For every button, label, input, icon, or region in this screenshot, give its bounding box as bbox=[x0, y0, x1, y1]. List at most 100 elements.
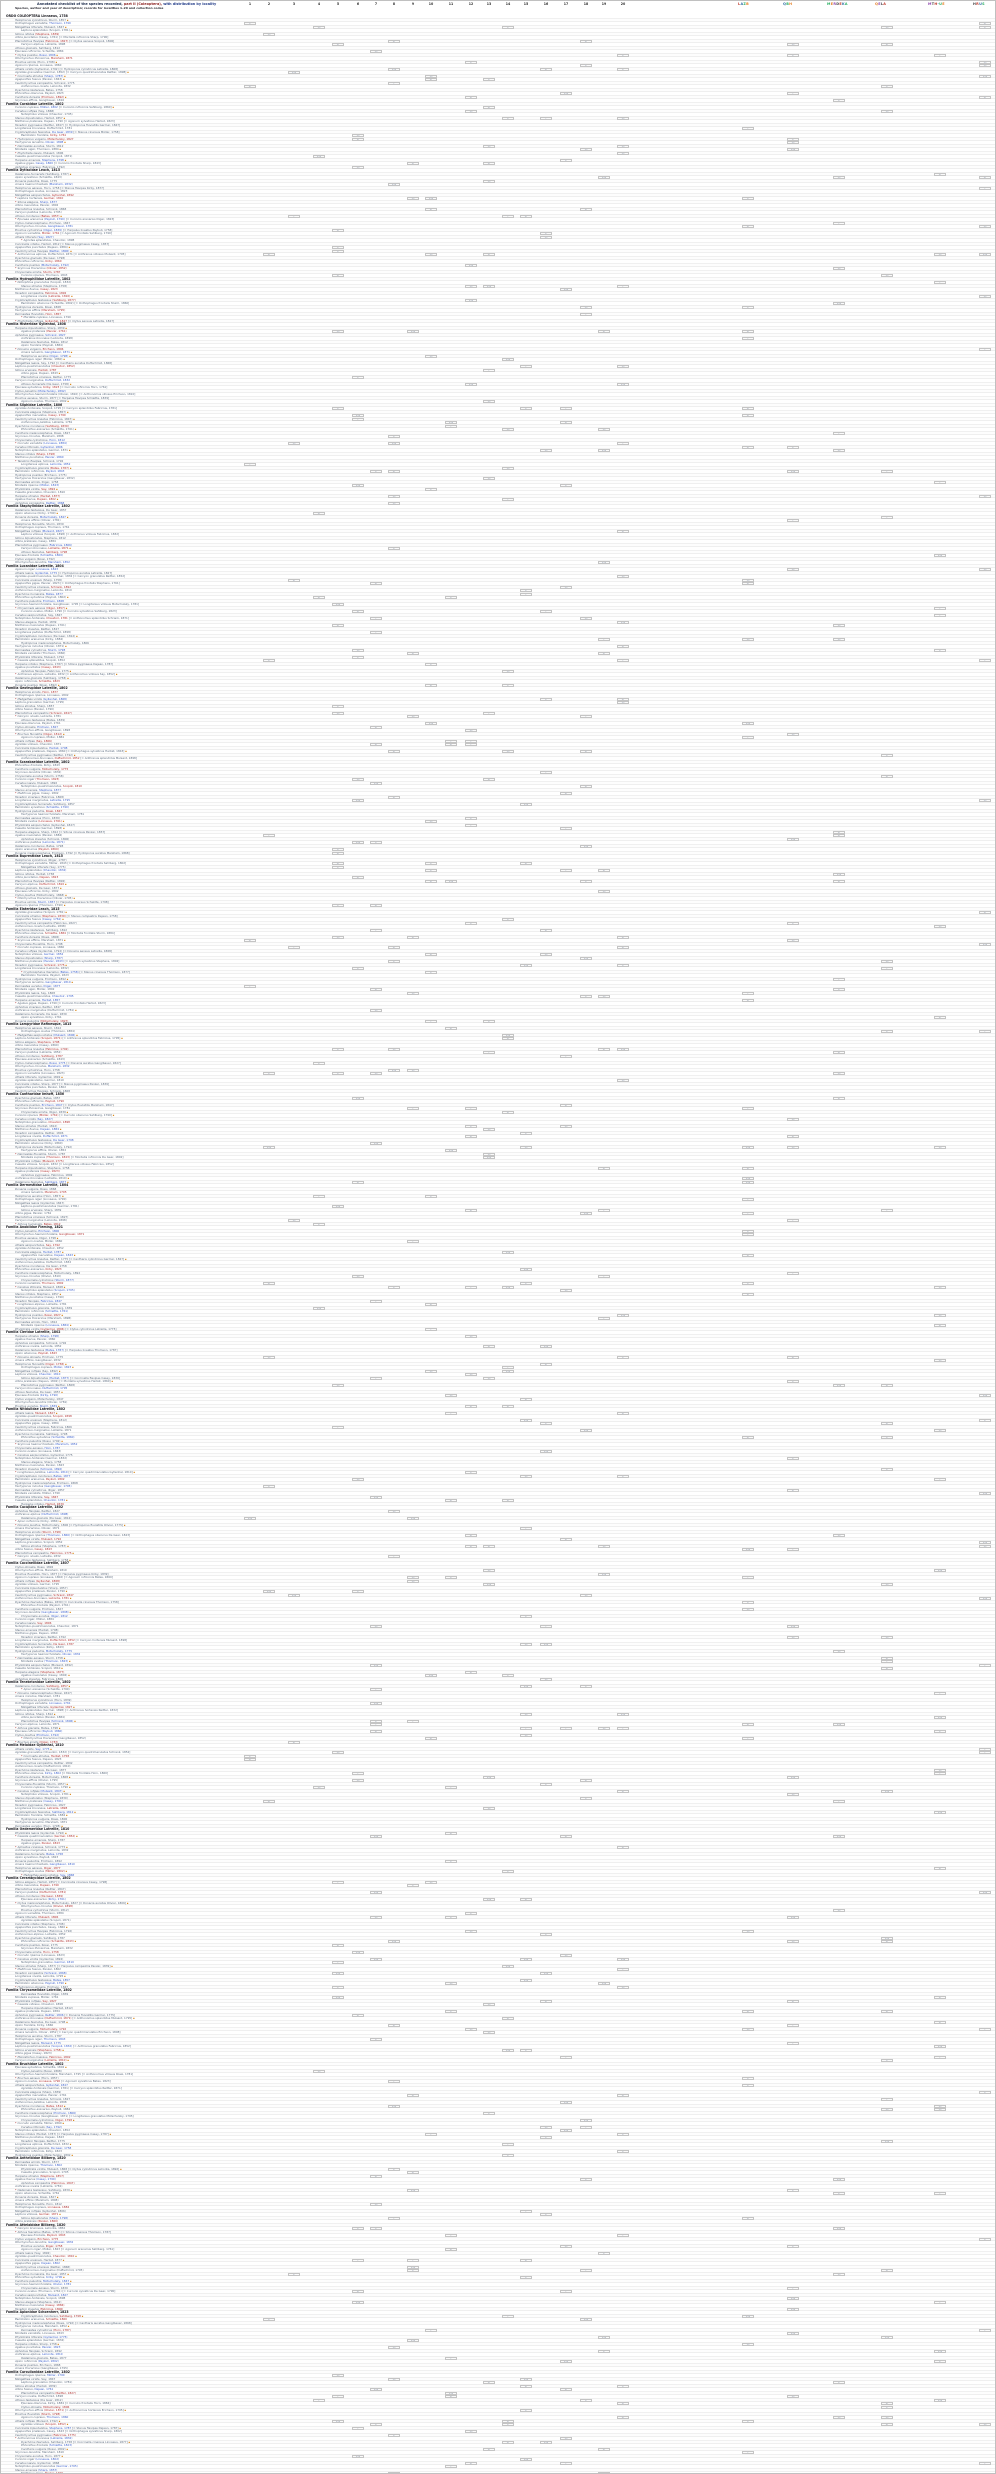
cell-value-chip[interactable]: 17 bbox=[540, 67, 552, 71]
cell-value-chip[interactable]: 35 bbox=[407, 197, 419, 201]
cell-value-chip[interactable]: 35 bbox=[425, 820, 437, 824]
cell-value-chip[interactable]: 17 bbox=[425, 78, 437, 82]
link-mark[interactable]: ▪ bbox=[62, 827, 65, 830]
cell-value-chip[interactable]: 2 bbox=[332, 904, 344, 908]
cell-value-chip[interactable]: 17 bbox=[370, 743, 382, 747]
cell-value-chip[interactable]: 35 bbox=[979, 568, 991, 572]
cell-value-chip[interactable]: 7 bbox=[742, 991, 754, 995]
link-mark[interactable]: ▪ bbox=[74, 1009, 77, 1012]
cell-value-chip[interactable]: 35 bbox=[332, 935, 344, 939]
link-mark[interactable]: ▪ bbox=[64, 25, 67, 29]
cell-value-chip[interactable]: 35 bbox=[483, 144, 495, 148]
cell-value-chip[interactable]: 17 bbox=[425, 953, 437, 957]
cell-value-chip[interactable]: 132 bbox=[370, 781, 382, 785]
link-mark[interactable]: ▪ bbox=[55, 498, 59, 501]
link-mark[interactable]: ▪ bbox=[114, 673, 118, 676]
cell-value-chip[interactable]: 132 bbox=[580, 956, 592, 960]
cell-value-chip[interactable]: 2 bbox=[833, 988, 845, 992]
cell-value-chip[interactable]: 17 bbox=[388, 946, 400, 950]
cell-value-chip[interactable]: 132 bbox=[598, 176, 610, 180]
cell-value-chip[interactable]: 35 bbox=[540, 235, 552, 239]
cell-value-chip[interactable]: 17 bbox=[244, 85, 256, 89]
cell-value-chip[interactable]: 2 bbox=[502, 918, 514, 922]
cell-value-chip[interactable]: 132 bbox=[617, 382, 629, 386]
cell-value-chip[interactable]: 7 bbox=[388, 81, 400, 85]
cell-value-chip[interactable]: 132 bbox=[288, 71, 300, 75]
cell-value-chip[interactable]: 132 bbox=[787, 470, 799, 474]
cell-value-chip[interactable]: 35 bbox=[881, 960, 893, 964]
cell-value-chip[interactable]: 17 bbox=[742, 414, 754, 418]
link-mark[interactable]: ▪ bbox=[69, 29, 73, 32]
cell-value-chip[interactable]: 35 bbox=[833, 449, 845, 453]
cell-value-chip[interactable]: 7 bbox=[244, 463, 256, 467]
cell-value-chip[interactable]: 17 bbox=[370, 725, 382, 729]
cell-value-chip[interactable]: 35 bbox=[580, 148, 592, 152]
cell-value-chip[interactable]: 132 bbox=[787, 837, 799, 841]
cell-value-chip[interactable]: 17 bbox=[560, 421, 572, 425]
cell-value-chip[interactable]: 2 bbox=[445, 596, 457, 600]
cell-value-chip[interactable]: 2 bbox=[370, 470, 382, 474]
cell-value-chip[interactable]: 7 bbox=[881, 967, 893, 971]
cell-value-chip[interactable]: 2 bbox=[540, 697, 552, 701]
link-mark[interactable]: ▪ bbox=[63, 74, 66, 78]
cell-value-chip[interactable]: 35 bbox=[465, 729, 477, 733]
cell-value-chip[interactable]: 17 bbox=[407, 162, 419, 166]
cell-value-chip[interactable]: 35 bbox=[979, 295, 991, 299]
cell-value-chip[interactable]: 17 bbox=[425, 207, 437, 211]
cell-value-chip[interactable]: 17 bbox=[598, 869, 610, 873]
cell-value-chip[interactable]: 35 bbox=[370, 50, 382, 54]
link-mark[interactable]: ▪ bbox=[62, 78, 65, 81]
cell-value-chip[interactable]: 7 bbox=[881, 470, 893, 474]
cell-value-chip[interactable]: 132 bbox=[425, 197, 437, 201]
cell-value-chip[interactable]: 35 bbox=[560, 585, 572, 589]
cell-value-chip[interactable]: 17 bbox=[580, 207, 592, 211]
cell-value-chip[interactable]: 17 bbox=[263, 253, 275, 257]
cell-value-chip[interactable]: 7 bbox=[742, 127, 754, 131]
link-mark[interactable]: ▪ bbox=[126, 71, 129, 74]
cell-value-chip[interactable]: 2 bbox=[580, 995, 592, 999]
cell-value-chip[interactable]: 2 bbox=[787, 921, 799, 925]
cell-value-chip[interactable]: 17 bbox=[388, 470, 400, 474]
link-mark[interactable]: ▪ bbox=[64, 963, 67, 967]
cell-value-chip[interactable]: 7 bbox=[934, 606, 946, 610]
cell-value-chip[interactable]: 17 bbox=[445, 1026, 457, 1030]
cell-value-chip[interactable]: 17 bbox=[332, 274, 344, 278]
cell-value-chip[interactable]: 7 bbox=[483, 711, 495, 715]
link-mark[interactable]: ▪ bbox=[64, 606, 68, 610]
cell-value-chip[interactable]: 7 bbox=[617, 659, 629, 663]
cell-value-chip[interactable]: 17 bbox=[244, 939, 256, 943]
cell-value-chip[interactable]: 2 bbox=[881, 85, 893, 89]
link-mark[interactable]: ▪ bbox=[62, 358, 65, 361]
cell-value-chip[interactable]: 35 bbox=[540, 449, 552, 453]
link-mark[interactable]: ▪ bbox=[63, 939, 66, 942]
cell-value-chip[interactable]: 17 bbox=[742, 225, 754, 229]
cell-value-chip[interactable]: 2 bbox=[520, 407, 532, 411]
cell-value-chip[interactable]: 7 bbox=[502, 214, 514, 218]
cell-value-chip[interactable]: 132 bbox=[979, 942, 991, 946]
cell-value-chip[interactable]: 2 bbox=[580, 64, 592, 68]
link-mark[interactable]: ▪ bbox=[57, 683, 60, 687]
cell-value-chip[interactable]: 7 bbox=[540, 610, 552, 614]
cell-value-chip[interactable]: 132 bbox=[560, 92, 572, 96]
cell-value-chip[interactable]: 2 bbox=[332, 246, 344, 250]
cell-value-chip[interactable]: 7 bbox=[934, 281, 946, 285]
cell-value-chip[interactable]: 7 bbox=[445, 739, 457, 743]
cell-value-chip[interactable]: 35 bbox=[598, 995, 610, 999]
cell-value-chip[interactable]: 132 bbox=[502, 358, 514, 362]
cell-value-chip[interactable]: 132 bbox=[388, 183, 400, 187]
cell-value-chip[interactable]: 35 bbox=[465, 284, 477, 288]
link-mark[interactable]: ▪ bbox=[111, 106, 115, 109]
cell-value-chip[interactable]: 17 bbox=[425, 879, 437, 883]
link-mark[interactable]: ▪ bbox=[57, 372, 61, 375]
cell-value-chip[interactable]: 17 bbox=[742, 330, 754, 334]
cell-value-chip[interactable]: 35 bbox=[833, 624, 845, 628]
cell-value-chip[interactable]: 7 bbox=[617, 284, 629, 288]
cell-value-chip[interactable]: 2 bbox=[425, 862, 437, 866]
cell-value-chip[interactable]: 17 bbox=[833, 834, 845, 838]
link-mark[interactable]: ▪ bbox=[69, 249, 72, 253]
cell-value-chip[interactable]: 35 bbox=[979, 64, 991, 68]
cell-value-chip[interactable]: 17 bbox=[332, 624, 344, 628]
cell-value-chip[interactable]: 35 bbox=[407, 715, 419, 719]
cell-value-chip[interactable]: 35 bbox=[502, 750, 514, 754]
link-mark[interactable]: ▪ bbox=[59, 886, 62, 890]
